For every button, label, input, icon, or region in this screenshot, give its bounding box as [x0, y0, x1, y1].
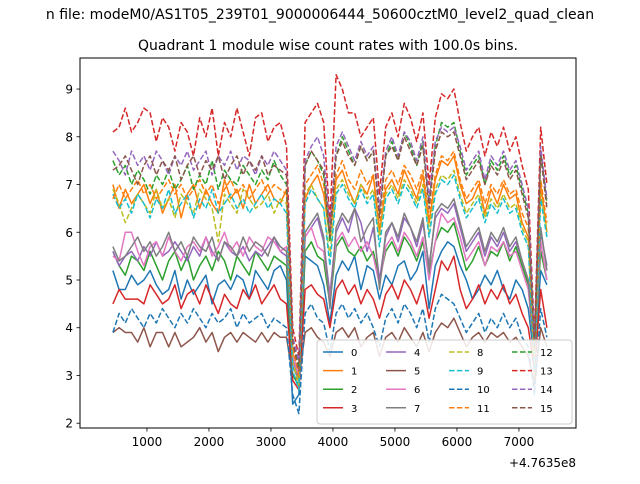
y-tick-label: 5 [65, 274, 73, 288]
x-tick-label: 4000 [318, 435, 349, 449]
axis-ticks: 1000 2000 3000 4000 5000 6000 7000 2 3 4 5 6 7 8 9 [65, 83, 534, 449]
y-tick-label: 7 [65, 178, 73, 192]
x-tick-label: 5000 [380, 435, 411, 449]
legend-label: 12 [540, 348, 553, 359]
x-tick-label: 3000 [256, 435, 287, 449]
legend-label: 14 [540, 385, 553, 396]
series-line-8 [112, 169, 548, 386]
legend-label: 13 [540, 367, 553, 378]
legend-label: 9 [477, 367, 483, 378]
figure-suptitle: n file: modeM0/AS1T05_239T01_9000006444_… [46, 7, 594, 23]
legend-label: 7 [414, 404, 420, 415]
legend-label: 2 [351, 385, 357, 396]
legend-label: 0 [351, 348, 357, 359]
series-line-15 [112, 131, 548, 372]
series-line-3 [112, 255, 548, 391]
x-tick-label: 6000 [442, 435, 473, 449]
legend-label: 8 [477, 348, 483, 359]
y-tick-label: 2 [65, 417, 73, 431]
x-tick-label: 7000 [504, 435, 535, 449]
y-tick-label: 6 [65, 226, 73, 240]
legend-label: 11 [477, 404, 490, 415]
legend-label: 15 [540, 404, 553, 415]
chart-title: Quadrant 1 module wise count rates with … [138, 38, 518, 54]
axes-frame [79, 57, 577, 429]
x-tick-label: 1000 [132, 435, 163, 449]
y-tick-label: 3 [65, 369, 73, 383]
y-tick-label: 4 [65, 321, 73, 335]
legend-label: 3 [351, 404, 357, 415]
series-line-9 [112, 174, 548, 391]
y-tick-label: 9 [65, 83, 73, 97]
legend-label: 10 [477, 385, 490, 396]
legend-label: 6 [414, 385, 420, 396]
x-offset-label: +4.7635e8 [509, 456, 576, 470]
y-tick-label: 8 [65, 130, 73, 144]
series-line-12 [112, 121, 548, 367]
legend-label: 5 [414, 367, 420, 378]
series-line-7 [112, 198, 548, 382]
legend-label: 1 [351, 367, 357, 378]
x-tick-label: 2000 [194, 435, 225, 449]
legend-label: 4 [414, 348, 420, 359]
legend-box [316, 339, 573, 425]
